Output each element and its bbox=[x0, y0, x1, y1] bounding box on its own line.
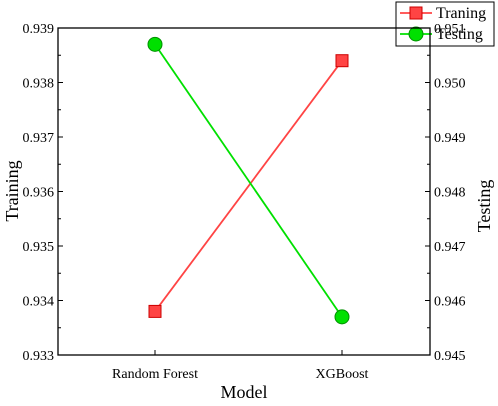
left-tick-label: 0.938 bbox=[23, 77, 55, 92]
legend-label-traning: Traning bbox=[436, 5, 486, 22]
left-axis-title: Training bbox=[2, 160, 22, 221]
x-axis: Random Forest XGBoost bbox=[112, 350, 369, 382]
left-axis: 0.933 0.934 0.935 0.936 0.937 0.938 0.939 bbox=[23, 22, 63, 364]
legend-marker-traning bbox=[409, 6, 423, 20]
x-tick-label: XGBoost bbox=[316, 367, 369, 382]
data-point-testing bbox=[334, 309, 350, 325]
left-tick-label: 0.937 bbox=[23, 131, 55, 146]
series-line-testing bbox=[154, 43, 343, 318]
series-layer bbox=[147, 36, 350, 325]
right-tick-label: 0.945 bbox=[434, 349, 466, 364]
x-tick-label: Random Forest bbox=[112, 367, 198, 382]
x-axis-title: Model bbox=[221, 382, 268, 402]
left-tick-label: 0.933 bbox=[23, 349, 55, 364]
right-tick-label: 0.947 bbox=[434, 240, 466, 255]
data-point-traning bbox=[148, 304, 162, 318]
data-point-testing bbox=[147, 36, 163, 52]
data-point-traning bbox=[335, 54, 349, 68]
legend: Traning Testing bbox=[395, 1, 495, 47]
left-tick-label: 0.939 bbox=[23, 22, 55, 37]
left-tick-label: 0.934 bbox=[23, 295, 55, 310]
right-tick-label: 0.949 bbox=[434, 131, 466, 146]
right-tick-label: 0.948 bbox=[434, 186, 466, 201]
right-axis: 0.945 0.946 0.947 0.948 0.949 0.950 0.951 bbox=[425, 22, 466, 364]
legend-marker-testing bbox=[408, 26, 424, 42]
right-axis-title: Testing bbox=[474, 180, 494, 233]
right-tick-label: 0.951 bbox=[434, 22, 466, 37]
left-tick-label: 0.935 bbox=[23, 240, 55, 255]
left-tick-label: 0.936 bbox=[23, 186, 55, 201]
series-line-traning bbox=[154, 60, 343, 312]
right-tick-label: 0.946 bbox=[434, 295, 466, 310]
legend-label-testing: Testing bbox=[436, 26, 483, 43]
right-tick-label: 0.950 bbox=[434, 77, 466, 92]
